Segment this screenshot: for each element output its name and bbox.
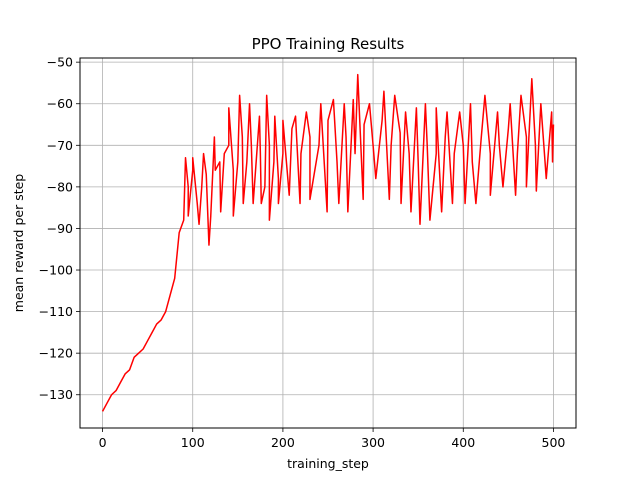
y-tick-label: −50: [47, 55, 73, 70]
y-tick-label: −70: [47, 138, 73, 153]
y-tick-label: −130: [39, 387, 73, 402]
y-tick-label: −80: [47, 179, 73, 194]
series-layer: [101, 73, 555, 412]
y-tick-label: −120: [39, 346, 73, 361]
grid: [80, 58, 576, 428]
series-line: [101, 73, 555, 412]
x-tick-label: 0: [99, 435, 107, 450]
x-axis: 0 100 200 300 400 500: [99, 428, 566, 450]
x-tick-label: 500: [542, 435, 566, 450]
y-tick-label: −90: [47, 221, 73, 236]
x-tick-label: 100: [181, 435, 205, 450]
y-tick-label: −60: [47, 96, 73, 111]
y-tick-label: −100: [39, 263, 73, 278]
x-axis-label: training_step: [287, 456, 369, 471]
y-axis-label: mean reward per step: [11, 174, 26, 313]
y-tick-label: −110: [39, 304, 73, 319]
x-tick-label: 300: [361, 435, 385, 450]
y-axis: −130 −120 −110 −100 −90 −80 −70 −60 −50: [39, 55, 80, 402]
x-tick-label: 400: [451, 435, 475, 450]
x-tick-label: 200: [271, 435, 295, 450]
plot-frame: [79, 57, 577, 429]
chart-title: PPO Training Results: [252, 35, 405, 53]
